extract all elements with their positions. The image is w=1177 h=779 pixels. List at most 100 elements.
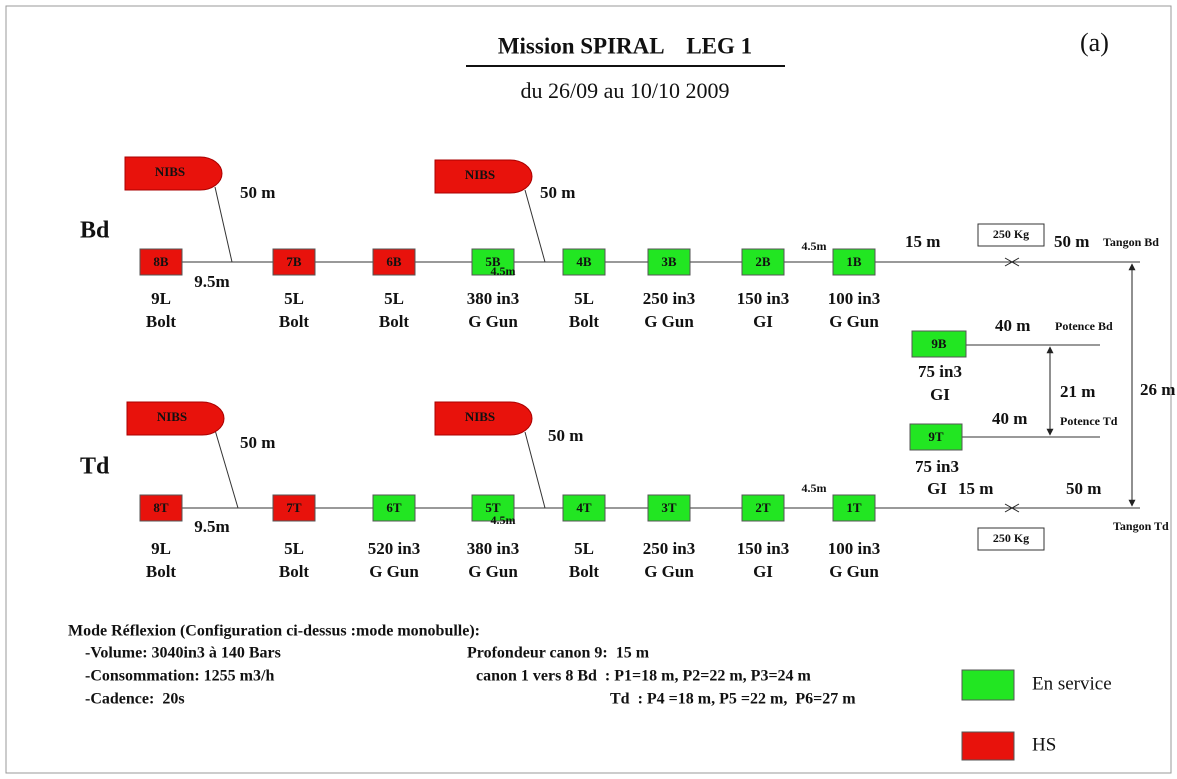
nibs-distance: 50 m (240, 183, 275, 202)
gun-id: 8B (153, 254, 169, 269)
note: Profondeur canon 9: 15 m (467, 645, 650, 662)
gun-spec: 520 in3 (368, 539, 420, 558)
nibs-distance: 50 m (548, 426, 583, 445)
gun-spec: 100 in3 (828, 539, 880, 558)
weight-label: 250 Kg (993, 531, 1029, 545)
nibs-cable (214, 429, 239, 509)
gun-spec: 250 in3 (643, 289, 695, 308)
gun-spec: G Gun (468, 312, 518, 331)
tangon-spacing: 26 m (1140, 380, 1175, 399)
nibs-label: NIBS (465, 167, 495, 182)
gun-id: 4T (576, 500, 592, 515)
weight-box (977, 527, 1045, 551)
gun-spec: 9L (151, 539, 171, 558)
gun-box (471, 494, 515, 522)
panel-label: (a) (1080, 28, 1109, 57)
gun-box (741, 494, 785, 522)
gun-spec: GI (930, 385, 950, 404)
spacing: 4.5m (491, 513, 516, 527)
gun-box (647, 494, 691, 522)
weight-box (977, 223, 1045, 247)
gun-id: 2T (755, 500, 771, 515)
potence-label: Potence Td (1060, 414, 1118, 428)
gun-id: 6B (386, 254, 402, 269)
note: -Volume: 3040in3 à 140 Bars (85, 645, 281, 662)
gun-spec: GI (753, 562, 773, 581)
nibs-cable (524, 189, 546, 263)
gun-spec: Bolt (569, 562, 600, 581)
nibs-shape (434, 401, 533, 436)
gun-spec: Bolt (279, 312, 310, 331)
gun-box (909, 423, 963, 451)
gun-id: 2B (755, 254, 771, 269)
gun-box (741, 248, 785, 276)
gun-id: 7T (286, 500, 302, 515)
gun-box (647, 248, 691, 276)
gun-spec: Bolt (569, 312, 600, 331)
legend-swatch (961, 669, 1015, 701)
gun-spec: Bolt (146, 562, 177, 581)
spacing: 4.5m (491, 264, 516, 278)
gun-id: 3B (661, 254, 677, 269)
nibs-distance: 50 m (540, 183, 575, 202)
nibs-label: NIBS (465, 409, 495, 424)
potence-distance: 40 m (995, 316, 1030, 335)
spacing: 9.5m (194, 272, 229, 291)
gun-id: 5B (485, 254, 501, 269)
gun-spec: G Gun (829, 562, 879, 581)
tow-distance: 15 m (958, 479, 993, 498)
gun-id: 3T (661, 500, 677, 515)
spacing: 4.5m (802, 239, 827, 253)
gun-spec: GI (927, 479, 947, 498)
gun-box (139, 248, 183, 276)
tow-end: 50 m (1054, 232, 1089, 251)
tangon-label: Tangon Bd (1103, 235, 1159, 249)
gun-id: 1B (846, 254, 862, 269)
gun-id: 6T (386, 500, 402, 515)
tow-marker (1004, 503, 1020, 513)
nibs-label: NIBS (157, 409, 187, 424)
spacing: 9.5m (194, 517, 229, 536)
nibs-shape (126, 401, 225, 436)
gun-spec: Bolt (379, 312, 410, 331)
gun-box (471, 248, 515, 276)
note: Td : P4 =18 m, P5 =22 m, P6=27 m (610, 691, 856, 708)
gun-spec: 100 in3 (828, 289, 880, 308)
gun-box (372, 248, 416, 276)
gun-spec: 150 in3 (737, 289, 789, 308)
gun-id: 1T (846, 500, 862, 515)
gun-spec: 5L (384, 289, 404, 308)
gun-spec: 5L (574, 289, 594, 308)
nibs-distance: 50 m (240, 433, 275, 452)
subtitle: du 26/09 au 10/10 2009 (521, 78, 730, 103)
gun-box (911, 330, 967, 358)
gun-spec: Bolt (279, 562, 310, 581)
gun-box (272, 248, 316, 276)
gun-spec: 380 in3 (467, 289, 519, 308)
legend-swatch (961, 731, 1015, 761)
gun-spec: 250 in3 (643, 539, 695, 558)
gun-id: 9B (931, 336, 947, 351)
gun-id: 7B (286, 254, 302, 269)
gun-spec: 5L (284, 289, 304, 308)
legend-label: En service (1032, 673, 1112, 694)
nibs-cable (214, 186, 233, 263)
gun-spec: Bolt (146, 312, 177, 331)
tangon-label: Tangon Td (1113, 519, 1169, 533)
tow-marker (1004, 257, 1020, 267)
gun-box (832, 248, 876, 276)
gun-id: 8T (153, 500, 169, 515)
note: -Cadence: 20s (85, 691, 185, 708)
gun-spec: G Gun (644, 562, 694, 581)
weight-label: 250 Kg (993, 227, 1029, 241)
gun-spec: 9L (151, 289, 171, 308)
potence-label: Potence Bd (1055, 319, 1113, 333)
tow-distance: 15 m (905, 232, 940, 251)
spacing: 4.5m (802, 481, 827, 495)
gun-box (372, 494, 416, 522)
panel-box (1045, 12, 1157, 112)
tow-end: 50 m (1066, 479, 1101, 498)
row-label: Bd (80, 218, 110, 244)
note: -Consommation: 1255 m3/h (85, 668, 274, 685)
